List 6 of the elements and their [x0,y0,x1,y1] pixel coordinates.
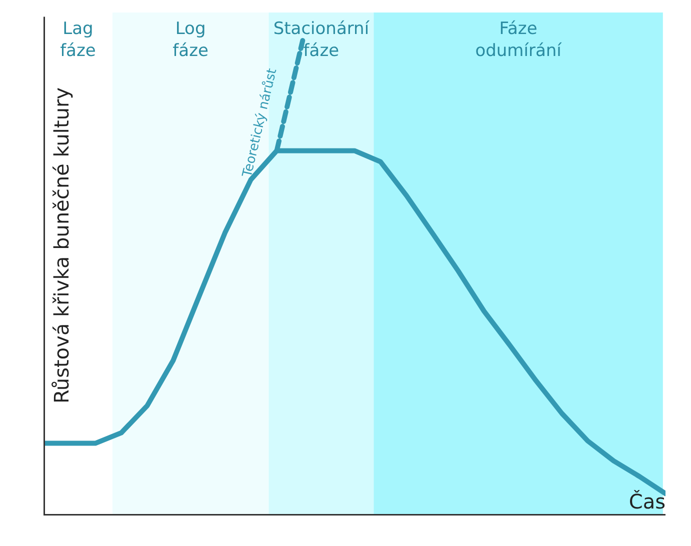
y-axis-title: Růstová křivka buněčné kultury [50,87,74,404]
annotation: Lag fáze [60,19,96,62]
x-axis-title: Čas [628,490,666,514]
annotation: Fáze odumírání [475,19,563,62]
annotation: Log fáze [172,19,208,62]
annotation: Stacionární fáze [273,19,370,62]
